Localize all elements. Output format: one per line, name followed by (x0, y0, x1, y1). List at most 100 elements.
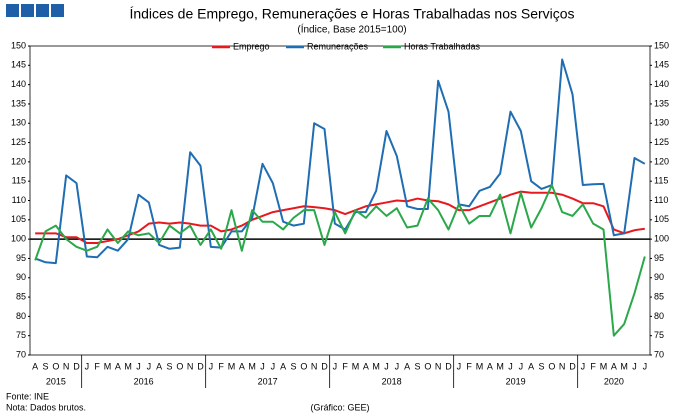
x-tick-label: S (538, 361, 544, 371)
x-tick-label: F (218, 361, 224, 371)
x-tick-label: N (187, 361, 194, 371)
year-label: 2016 (134, 376, 154, 386)
y2-tick-label: 145 (654, 60, 669, 70)
x-tick-label: O (300, 361, 307, 371)
y-tick-label: 80 (16, 311, 26, 321)
y-tick-label: 70 (16, 349, 26, 359)
y2-tick-label: 125 (654, 137, 669, 147)
y-tick-label: 150 (11, 40, 26, 50)
y2-tick-label: 105 (654, 214, 669, 224)
y2-tick-label: 110 (654, 195, 668, 205)
x-tick-label: A (115, 361, 121, 371)
x-tick-label: D (321, 361, 328, 371)
credit: (Gráfico: GEE) (310, 402, 369, 412)
y2-tick-label: 85 (654, 291, 664, 301)
x-tick-label: A (156, 361, 162, 371)
y-tick-label: 115 (12, 176, 26, 186)
x-tick-label: M (496, 361, 504, 371)
x-tick-label: A (611, 361, 617, 371)
year-label: 2015 (46, 376, 66, 386)
y-tick-label: 105 (11, 214, 26, 224)
x-tick-label: O (548, 361, 555, 371)
x-tick-label: S (42, 361, 48, 371)
x-tick-label: J (519, 361, 524, 371)
x-tick-label: A (404, 361, 410, 371)
x-tick-label: J (643, 361, 648, 371)
y-tick-label: 145 (11, 60, 26, 70)
note: Nota: Dados brutos. (6, 402, 86, 412)
x-tick-label: J (384, 361, 389, 371)
x-tick-label: A (32, 361, 38, 371)
x-tick-label: O (424, 361, 431, 371)
year-label: 2019 (506, 376, 526, 386)
x-tick-label: M (248, 361, 256, 371)
x-tick-label: S (414, 361, 420, 371)
series-line (34, 58, 646, 265)
y-tick-label: 135 (11, 98, 26, 108)
logo-square (51, 4, 64, 17)
x-tick-label: A (280, 361, 286, 371)
x-tick-label: M (104, 361, 112, 371)
logo-square (36, 4, 49, 17)
x-tick-label: M (600, 361, 608, 371)
x-tick-label: J (136, 361, 141, 371)
y2-tick-label: 150 (654, 40, 669, 50)
y2-tick-label: 90 (654, 272, 664, 282)
y-tick-label: 95 (16, 253, 26, 263)
y-tick-label: 85 (16, 291, 26, 301)
y-tick-label: 100 (11, 234, 26, 244)
x-tick-label: J (508, 361, 513, 371)
x-tick-label: N (435, 361, 442, 371)
x-tick-label: A (487, 361, 493, 371)
legend-label: Emprego (233, 41, 270, 51)
chart-title: Índices de Emprego, Remunerações e Horas… (129, 6, 574, 22)
x-tick-label: D (73, 361, 80, 371)
y-tick-label: 120 (11, 156, 26, 166)
y-tick-label: 125 (11, 137, 26, 147)
x-tick-label: M (228, 361, 236, 371)
x-tick-label: J (85, 361, 90, 371)
x-tick-label: D (197, 361, 204, 371)
y2-tick-label: 80 (654, 311, 664, 321)
y-tick-label: 110 (12, 195, 26, 205)
y2-tick-label: 75 (654, 330, 664, 340)
x-tick-label: O (176, 361, 183, 371)
x-tick-label: D (569, 361, 576, 371)
source: Fonte: INE (6, 391, 49, 401)
year-label: 2020 (604, 376, 624, 386)
y2-tick-label: 120 (654, 156, 669, 166)
y2-tick-label: 130 (654, 118, 669, 128)
logo-square (21, 4, 34, 17)
year-label: 2018 (382, 376, 402, 386)
y2-tick-label: 135 (654, 98, 669, 108)
x-tick-label: A (239, 361, 245, 371)
x-tick-label: J (457, 361, 462, 371)
x-tick-label: N (311, 361, 318, 371)
x-tick-label: M (372, 361, 380, 371)
series-line (35, 190, 645, 244)
y2-tick-label: 95 (654, 253, 664, 263)
chart-subtitle: (Índice, Base 2015=100) (297, 23, 406, 36)
y2-tick-label: 115 (654, 176, 668, 186)
x-tick-label: S (290, 361, 296, 371)
series-line (34, 184, 646, 337)
x-tick-label: J (147, 361, 152, 371)
y2-tick-label: 140 (654, 79, 669, 89)
x-tick-label: F (342, 361, 348, 371)
y-tick-label: 75 (16, 330, 26, 340)
x-tick-label: J (333, 361, 338, 371)
year-label: 2017 (258, 376, 278, 386)
legend-label: Remunerações (307, 41, 369, 51)
legend-label: Horas Trabalhadas (404, 41, 481, 51)
y-tick-label: 90 (16, 272, 26, 282)
x-tick-label: J (632, 361, 637, 371)
x-tick-label: S (166, 361, 172, 371)
y-tick-label: 140 (11, 79, 26, 89)
x-tick-label: J (581, 361, 586, 371)
x-tick-label: N (63, 361, 70, 371)
x-tick-label: N (559, 361, 566, 371)
x-tick-label: F (94, 361, 100, 371)
x-tick-label: M (352, 361, 360, 371)
x-tick-label: M (124, 361, 132, 371)
